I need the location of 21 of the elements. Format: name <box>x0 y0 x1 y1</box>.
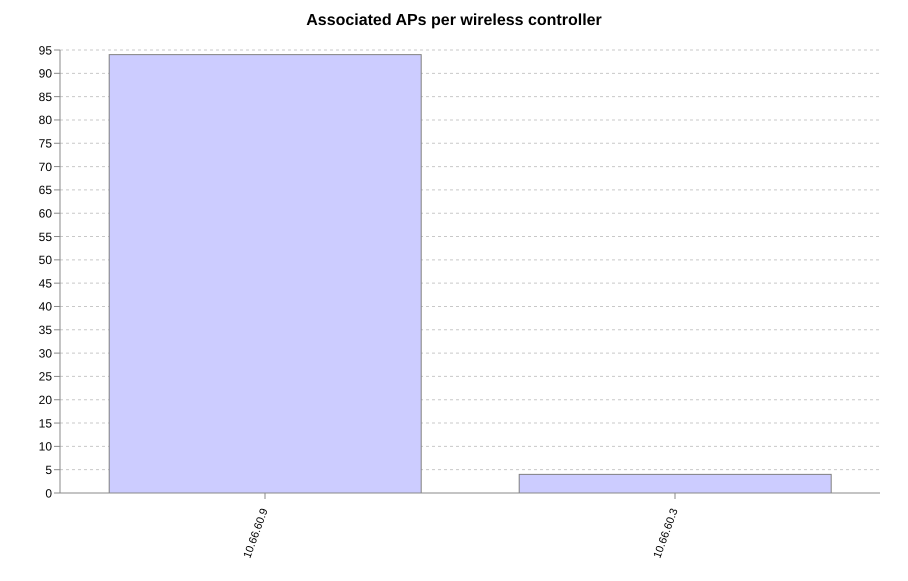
y-tick-label: 55 <box>38 230 52 244</box>
y-tick-label: 0 <box>45 486 52 500</box>
y-tick-label: 25 <box>38 370 52 384</box>
y-tick-label: 80 <box>38 113 52 128</box>
y-tick-label: 35 <box>38 323 52 338</box>
y-tick-label: 85 <box>38 90 52 104</box>
y-tick-label: 20 <box>38 392 52 407</box>
y-tick-label: 30 <box>38 346 52 360</box>
y-tick-label: 50 <box>38 253 52 268</box>
y-tick-label: 75 <box>38 136 52 151</box>
chart-title: Associated APs per wireless controller <box>305 11 603 31</box>
y-tick-label: 15 <box>38 416 52 430</box>
y-tick-label: 90 <box>38 66 52 81</box>
y-tick-label: 10 <box>38 440 52 454</box>
y-tick-label: 95 <box>38 43 52 58</box>
y-tick-label: 65 <box>38 183 52 198</box>
y-tick-label: 70 <box>38 160 52 174</box>
y-tick-label: 5 <box>45 462 52 477</box>
y-tick-label: 45 <box>38 276 52 290</box>
y-tick-label: 60 <box>38 206 52 220</box>
y-tick-label: 40 <box>38 300 52 314</box>
